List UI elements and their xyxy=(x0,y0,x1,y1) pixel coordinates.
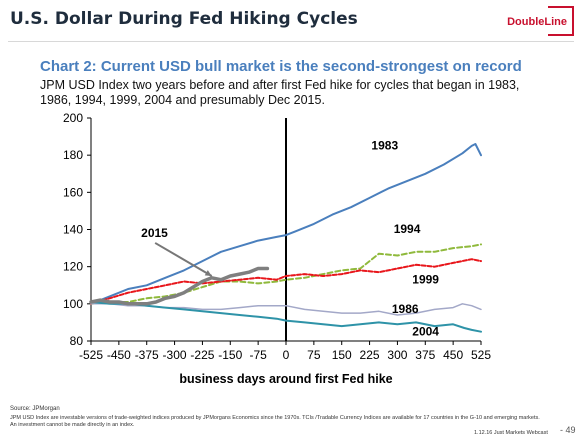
logo-frame xyxy=(548,6,574,36)
series-line-1983 xyxy=(90,143,482,305)
x-tick-label: -225 xyxy=(190,348,214,362)
series-line-2015 xyxy=(89,266,270,306)
series-label-1983: 1983 xyxy=(371,139,398,153)
footer-disclaimer: JPM USD Index are investable versions of… xyxy=(10,415,540,428)
x-tick-label: 525 xyxy=(471,348,491,362)
page-number: - 49 xyxy=(560,425,576,435)
x-tick-label: 300 xyxy=(387,348,407,362)
x-axis-title: business days around first Fed hike xyxy=(179,372,392,386)
series-line-1994 xyxy=(90,243,482,305)
y-tick-label: 80 xyxy=(70,334,84,348)
y-tick-label: 120 xyxy=(63,260,83,274)
x-tick-label: -75 xyxy=(249,348,267,362)
annotation-arrowhead xyxy=(204,270,212,276)
y-tick-label: 200 xyxy=(63,111,83,125)
doubleline-logo: DoubleLine xyxy=(488,6,574,36)
x-tick-label: 450 xyxy=(443,348,463,362)
x-tick-label: -300 xyxy=(163,348,187,362)
series-label-1999: 1999 xyxy=(412,272,439,286)
x-tick-label: -525 xyxy=(79,348,103,362)
footer-source: Source: JPMorgan xyxy=(10,406,60,412)
y-tick-label: 140 xyxy=(63,223,83,237)
y-tick-label: 180 xyxy=(63,148,83,162)
x-tick-label: -375 xyxy=(135,348,159,362)
series-line-2004 xyxy=(90,301,482,333)
series-label-1986: 1986 xyxy=(392,302,419,316)
x-tick-label: 0 xyxy=(283,348,290,362)
x-tick-label: -150 xyxy=(218,348,242,362)
logo-text: DoubleLine xyxy=(506,16,568,28)
annotation-arrow xyxy=(154,242,213,277)
x-tick-label: 225 xyxy=(360,348,380,362)
x-tick-label: 150 xyxy=(332,348,352,362)
slide-title: U.S. Dollar During Fed Hiking Cycles xyxy=(10,9,358,29)
x-tick-label: 75 xyxy=(307,348,321,362)
x-tick-label: 375 xyxy=(415,348,435,362)
y-tick-label: 100 xyxy=(63,297,83,311)
series-label-1994: 1994 xyxy=(394,222,421,236)
series-line-1999 xyxy=(90,258,482,305)
annotation-label: 2015 xyxy=(141,226,168,240)
chart-subtitle: JPM USD Index two years before and after… xyxy=(40,78,520,107)
series-label-2004: 2004 xyxy=(412,324,439,338)
x-tick-label: -450 xyxy=(107,348,131,362)
title-divider xyxy=(8,41,574,42)
y-tick-label: 160 xyxy=(63,185,83,199)
chart-title: Chart 2: Current USD bull market is the … xyxy=(40,58,522,75)
footer-webcast-date: 1.12.16 Just Markets Webcast xyxy=(474,430,548,436)
